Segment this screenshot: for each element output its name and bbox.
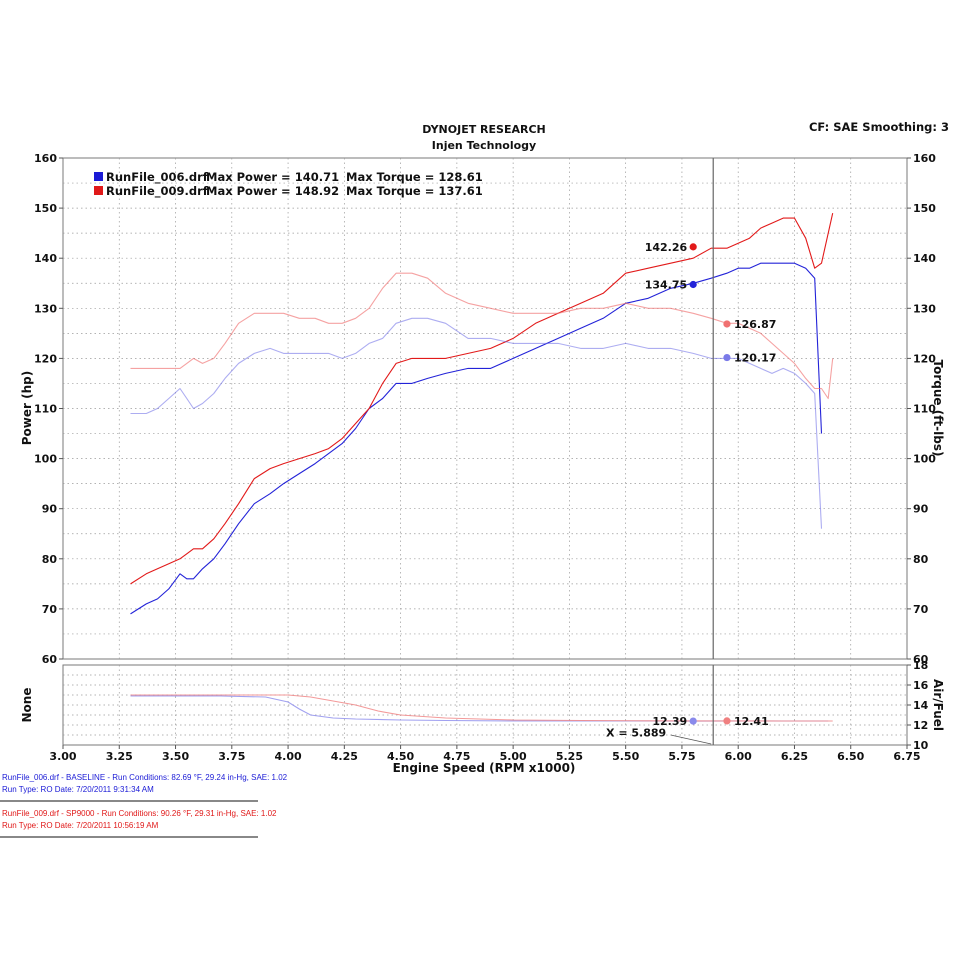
x-tick-label: 6.25 — [781, 750, 808, 763]
annotation-label-3: 120.17 — [734, 352, 776, 365]
y-tick-label-right: 90 — [913, 503, 929, 516]
y-tick-label-left: 60 — [42, 653, 58, 666]
run-info-009-line1: RunFile_009.drf - SP9000 - Run Condition… — [2, 809, 277, 818]
x-tick-label: 5.75 — [668, 750, 695, 763]
x-tick-label: 4.00 — [274, 750, 301, 763]
annotation-marker-1 — [689, 280, 697, 289]
series-line-2 — [130, 317, 823, 529]
legend: RunFile_006.drf Max Power = 140.71 Max T… — [94, 170, 483, 199]
x-axis-label: Engine Speed (RPM x1000) — [393, 761, 576, 775]
annotation-marker-0 — [689, 243, 697, 251]
y-tick-label-left: 150 — [34, 202, 57, 215]
run-info-block: RunFile_006.drf - BASELINE - Run Conditi… — [0, 773, 288, 838]
main-plot-ticks: 60 60 70 70 80 80 90 90 100 100 110 110 120 120 130 130… — [34, 152, 936, 666]
y-tick-label-right: 140 — [913, 252, 936, 265]
legend-file-run006: RunFile_006.drf — [106, 170, 209, 185]
legend-power-run009: Max Power = 148.92 — [206, 184, 339, 198]
airfuel-tick-label: 16 — [913, 679, 929, 692]
legend-swatch-run006 — [94, 172, 103, 181]
airfuel-annotation-label-1: 12.41 — [734, 715, 769, 728]
y-axis-right-label: Torque (ft-lbs) — [931, 360, 945, 457]
x-tick-label: 4.75 — [443, 750, 470, 763]
x-tick-label: 3.25 — [106, 750, 133, 763]
chart-subtitle: Injen Technology — [432, 139, 536, 152]
y-tick-label-left: 110 — [34, 403, 57, 416]
airfuel-series-line-1 — [130, 694, 833, 722]
airfuel-tick-label: 10 — [913, 739, 929, 752]
x-tick-label: 5.50 — [612, 750, 639, 763]
y-tick-label-right: 160 — [913, 152, 936, 165]
y-tick-label-right: 130 — [913, 302, 936, 315]
run-info-009-line2: Run Type: RO Date: 7/20/2011 10:56:19 AM — [2, 821, 159, 830]
y-tick-label-left: 140 — [34, 252, 57, 265]
annotation-label-0: 142.26 — [645, 241, 688, 254]
x-axis-ticks: 3.00 3.25 3.50 3.75 4.00 4.25 4.50 4.75 5.00 5.25… — [49, 745, 921, 763]
airfuel-annotation-label-0: 12.39 — [652, 715, 687, 728]
y-tick-label-left: 120 — [34, 352, 57, 365]
x-tick-label: 5.00 — [500, 750, 527, 763]
y-tick-label-left: 80 — [42, 553, 58, 566]
legend-torque-run006: Max Torque = 128.61 — [346, 170, 483, 184]
cf-smoothing-info: CF: SAE Smoothing: 3 — [809, 120, 949, 134]
y-tick-label-right: 150 — [913, 202, 936, 215]
series-line-0 — [130, 262, 823, 615]
legend-file-run009: RunFile_009.drf — [106, 184, 209, 199]
y-tick-label-right: 110 — [913, 403, 936, 416]
x-tick-label: 3.50 — [162, 750, 189, 763]
airfuel-left-label: None — [20, 688, 34, 723]
y-tick-label-left: 70 — [42, 603, 58, 616]
legend-swatch-run009 — [94, 186, 103, 195]
run-info-006-line1: RunFile_006.drf - BASELINE - Run Conditi… — [2, 773, 288, 782]
x-readout-leader — [670, 734, 712, 745]
y-tick-label-right: 60 — [913, 653, 929, 666]
y-tick-label-left: 100 — [34, 453, 57, 466]
airfuel-right-label: Air/Fuel — [931, 679, 945, 731]
x-tick-label: 4.50 — [387, 750, 414, 763]
airfuel-plot-ticks: 10 12 14 16 18 — [907, 659, 929, 752]
annotation-label-2: 126.87 — [734, 318, 776, 331]
airfuel-tick-label: 18 — [913, 659, 928, 672]
x-tick-label: 6.50 — [837, 750, 864, 763]
airfuel-plot-series — [130, 665, 833, 745]
series-line-1 — [130, 212, 834, 585]
x-tick-label: 4.25 — [331, 750, 358, 763]
y-tick-label-right: 100 — [913, 453, 936, 466]
main-plot-series — [130, 158, 834, 659]
x-tick-label: 5.25 — [556, 750, 583, 763]
x-tick-label: 6.75 — [893, 750, 920, 763]
run-info-006-line2: Run Type: RO Date: 7/20/2011 9:31:34 AM — [2, 785, 154, 794]
y-tick-label-left: 160 — [34, 152, 57, 165]
airfuel-annotation-marker-0 — [689, 717, 697, 725]
airfuel-tick-label: 12 — [913, 719, 928, 732]
annotation-marker-2 — [723, 320, 731, 328]
legend-torque-run009: Max Torque = 137.61 — [346, 184, 483, 198]
airfuel-annotation-marker-1 — [723, 717, 731, 725]
airfuel-tick-label: 14 — [913, 699, 929, 712]
main-plot-grid — [63, 158, 907, 659]
main-plot-annotations: 142.26 134.75 126.87 120.17 — [645, 241, 777, 365]
x-tick-label: 3.75 — [218, 750, 245, 763]
y-axis-left-label: Power (hp) — [20, 371, 34, 445]
series-line-3 — [130, 272, 834, 400]
chart-title: DYNOJET RESEARCH — [422, 123, 545, 136]
annotation-marker-3 — [723, 353, 731, 362]
x-readout: X = 5.889 — [606, 727, 666, 740]
y-tick-label-right: 80 — [913, 553, 929, 566]
x-tick-label: 6.00 — [725, 750, 752, 763]
annotation-label-1: 134.75 — [645, 279, 687, 292]
y-tick-label-right: 120 — [913, 352, 936, 365]
y-tick-label-right: 70 — [913, 603, 929, 616]
legend-power-run006: Max Power = 140.71 — [206, 170, 339, 184]
airfuel-plot-annotations: 12.39 12.41 X = 5.889 — [606, 715, 769, 745]
y-tick-label-left: 90 — [42, 503, 58, 516]
y-tick-label-left: 130 — [34, 302, 57, 315]
x-tick-label: 3.00 — [49, 750, 76, 763]
